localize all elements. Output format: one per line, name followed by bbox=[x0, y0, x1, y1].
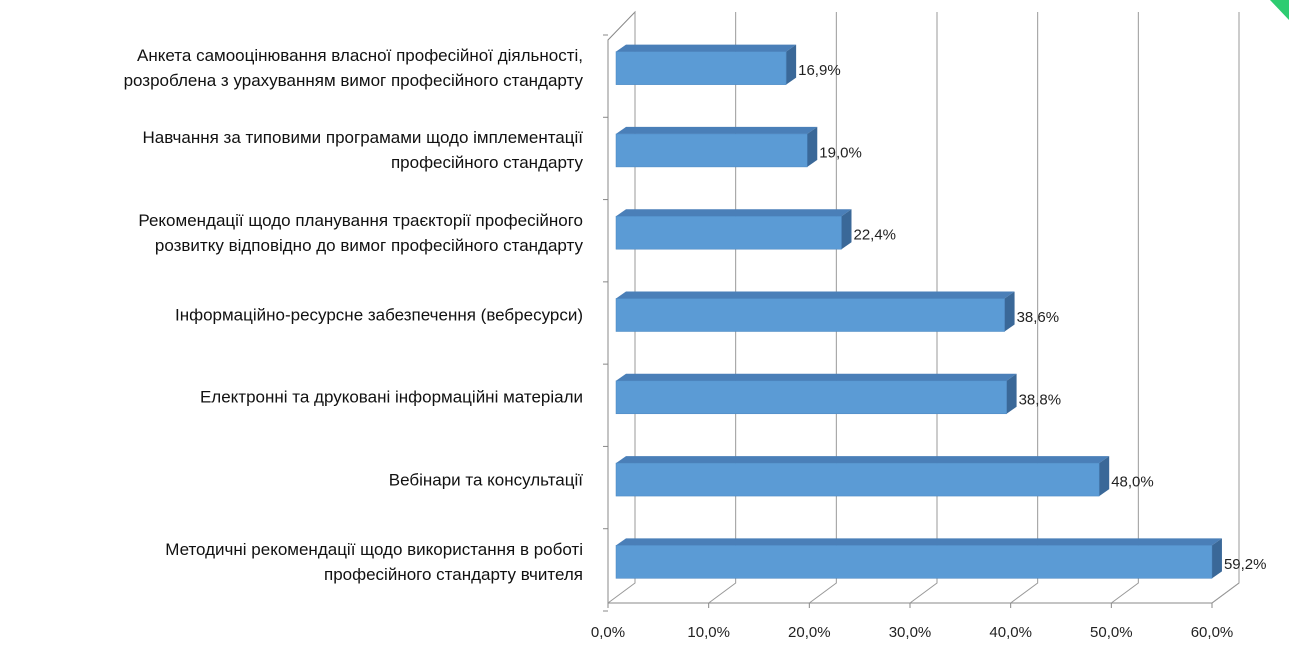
category-label: Вебінари та консультації bbox=[388, 470, 583, 490]
grid-line bbox=[1211, 12, 1240, 604]
bar-top bbox=[616, 291, 1015, 299]
bar-side bbox=[1004, 291, 1015, 332]
category-label: Анкета самооцінювання власної професійно… bbox=[123, 46, 583, 91]
grid-line bbox=[909, 12, 938, 604]
value-label: 19,0% bbox=[819, 144, 862, 161]
category-label: Методичні рекомендації щодо використання… bbox=[165, 539, 583, 584]
x-tick-label: 10,0% bbox=[687, 624, 730, 641]
category-label: Електронні та друковані інформаційні мат… bbox=[199, 387, 583, 407]
value-label: 22,4% bbox=[853, 227, 896, 244]
bar-top bbox=[616, 209, 852, 217]
bar bbox=[615, 380, 1007, 415]
x-tick-label: 40,0% bbox=[989, 624, 1032, 641]
x-tick-label: 30,0% bbox=[889, 624, 932, 641]
bar-side bbox=[786, 44, 797, 85]
bar-top bbox=[616, 538, 1222, 546]
bar-top bbox=[616, 44, 797, 52]
value-label: 16,9% bbox=[798, 62, 841, 79]
x-tick-label: 50,0% bbox=[1090, 624, 1133, 641]
grid-line bbox=[607, 12, 636, 604]
bar-side bbox=[1099, 456, 1110, 497]
bar-top bbox=[616, 126, 818, 134]
value-label: 48,0% bbox=[1111, 474, 1154, 491]
bar bbox=[615, 133, 808, 168]
bar-side bbox=[1006, 373, 1017, 414]
bar bbox=[615, 51, 787, 85]
bar bbox=[615, 462, 1100, 497]
bar-side bbox=[807, 126, 818, 167]
category-label: Рекомендації щодо планування траєкторії … bbox=[138, 210, 583, 255]
grid-line bbox=[1111, 12, 1139, 604]
category-label: Навчання за типовими програмами щодо імп… bbox=[142, 128, 583, 173]
bar-top bbox=[616, 456, 1110, 464]
corner-decoration bbox=[1270, 0, 1289, 20]
grid-line bbox=[1010, 12, 1039, 604]
grid-line bbox=[809, 12, 837, 604]
bar bbox=[615, 545, 1213, 579]
bar-side bbox=[841, 209, 852, 250]
x-tick-label: 20,0% bbox=[788, 624, 831, 641]
bar bbox=[615, 298, 1005, 332]
grid-line bbox=[708, 12, 737, 604]
value-label: 38,6% bbox=[1017, 309, 1060, 326]
bar-side bbox=[1211, 538, 1222, 579]
x-tick-label: 0,0% bbox=[591, 624, 625, 641]
value-label: 59,2% bbox=[1224, 556, 1267, 573]
x-tick-label: 60,0% bbox=[1191, 624, 1234, 641]
value-label: 38,8% bbox=[1019, 391, 1062, 408]
category-label: Інформаційно-ресурсне забезпечення (вебр… bbox=[174, 305, 583, 325]
bar bbox=[615, 215, 842, 250]
bar-top bbox=[616, 373, 1017, 381]
